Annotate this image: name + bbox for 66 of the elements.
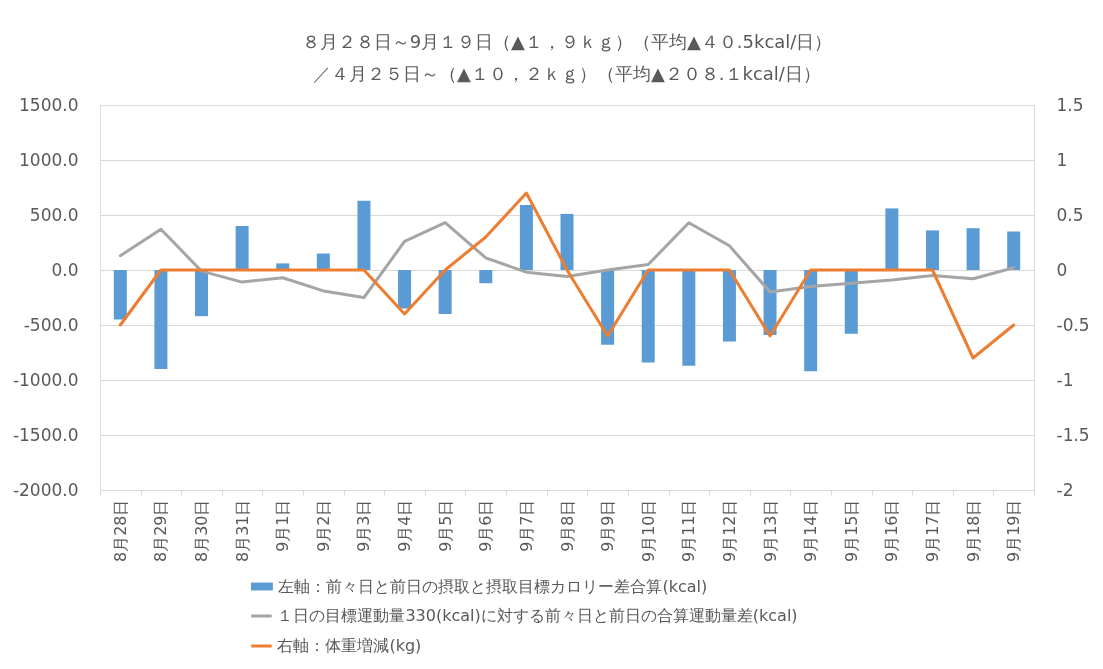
x-tick-label: 9月4日: [395, 499, 415, 552]
legend-label: 左軸：前々日と前日の摂取と摂取目標カロリー差合算(kcal): [278, 576, 708, 596]
x-tick-label: 9月2日: [313, 499, 333, 552]
y2-tick-label: 1.5: [1056, 94, 1084, 115]
y2-tick-label: 0.5: [1056, 204, 1084, 225]
y2-tick-label: 0: [1056, 259, 1068, 280]
bar: [966, 228, 980, 270]
bar: [438, 270, 452, 314]
y2-tick-label: -2: [1056, 479, 1074, 500]
x-tick-label: 9月11日: [679, 499, 699, 563]
bar: [316, 253, 330, 270]
x-tick-label: 9月14日: [801, 499, 821, 563]
line-series: [118, 221, 1016, 299]
x-tick-label: 8月30日: [192, 499, 212, 563]
y-tick-label: 500.0: [29, 204, 79, 225]
legend-label: １日の目標運動量330(kcal)に対する前々日と前日の合算運動量差(kcal): [277, 606, 798, 625]
bar: [560, 213, 574, 270]
bar: [1007, 231, 1021, 270]
y-tick-label: 0.0: [51, 259, 79, 280]
bar: [479, 270, 493, 284]
bar: [885, 208, 899, 270]
x-tick-label: 9月1日: [273, 499, 293, 552]
legend-label: 右軸：体重増減(kg): [277, 636, 422, 655]
bar: [195, 270, 209, 317]
y-tick-label: -500.0: [23, 314, 79, 335]
y-tick-label: 1000.0: [19, 149, 79, 170]
line-series: [118, 191, 1016, 360]
y-tick-label: -2000.0: [12, 479, 79, 500]
bar: [398, 270, 412, 309]
bar: [722, 270, 736, 342]
bar: [519, 205, 533, 270]
x-tick-label: 9月5日: [435, 499, 455, 552]
chart-title: ８月２８日～9月１９日（▲１，９ｋｇ）（平均▲４０.5kcal/日）: [301, 31, 833, 52]
x-tick-label: 9月9日: [598, 499, 618, 552]
bar: [154, 270, 168, 369]
x-tick-label: 9月12日: [719, 499, 739, 563]
y2-tick-label: -0.5: [1056, 314, 1090, 335]
bar: [357, 200, 371, 270]
bar: [641, 270, 655, 363]
bar: [925, 230, 939, 270]
y2-tick-label: -1.5: [1056, 424, 1090, 445]
y-tick-label: -1500.0: [12, 424, 79, 445]
bar: [113, 270, 127, 320]
x-tick-label: 9月17日: [922, 499, 942, 563]
x-tick-label: 9月10日: [638, 499, 658, 563]
x-tick-label: 8月28日: [110, 499, 130, 563]
x-tick-label: 9月16日: [882, 499, 902, 563]
y-tick-label: 1500.0: [19, 94, 79, 115]
chart-subtitle: ／４月２５日～（▲１０，２ｋｇ）（平均▲２０８.１kcal/日）: [313, 63, 821, 84]
x-tick-label: 9月3日: [354, 499, 374, 552]
bar: [235, 226, 249, 270]
x-tick-label: 9月8日: [557, 499, 577, 552]
y-tick-label: -1000.0: [12, 369, 79, 390]
x-tick-label: 8月31日: [232, 499, 252, 563]
y2-tick-label: -1: [1056, 369, 1074, 390]
x-tick-label: 8月29日: [151, 499, 171, 563]
bar: [844, 270, 858, 334]
x-tick-label: 9月7日: [516, 499, 536, 552]
x-tick-label: 9月13日: [760, 499, 780, 563]
x-tick-label: 9月19日: [1004, 499, 1024, 563]
x-tick-label: 9月15日: [841, 499, 861, 563]
y2-tick-label: 1: [1056, 149, 1068, 170]
bar: [682, 270, 696, 366]
x-tick-label: 9月18日: [963, 499, 983, 563]
x-tick-label: 9月6日: [476, 499, 496, 552]
bar: [804, 270, 818, 372]
